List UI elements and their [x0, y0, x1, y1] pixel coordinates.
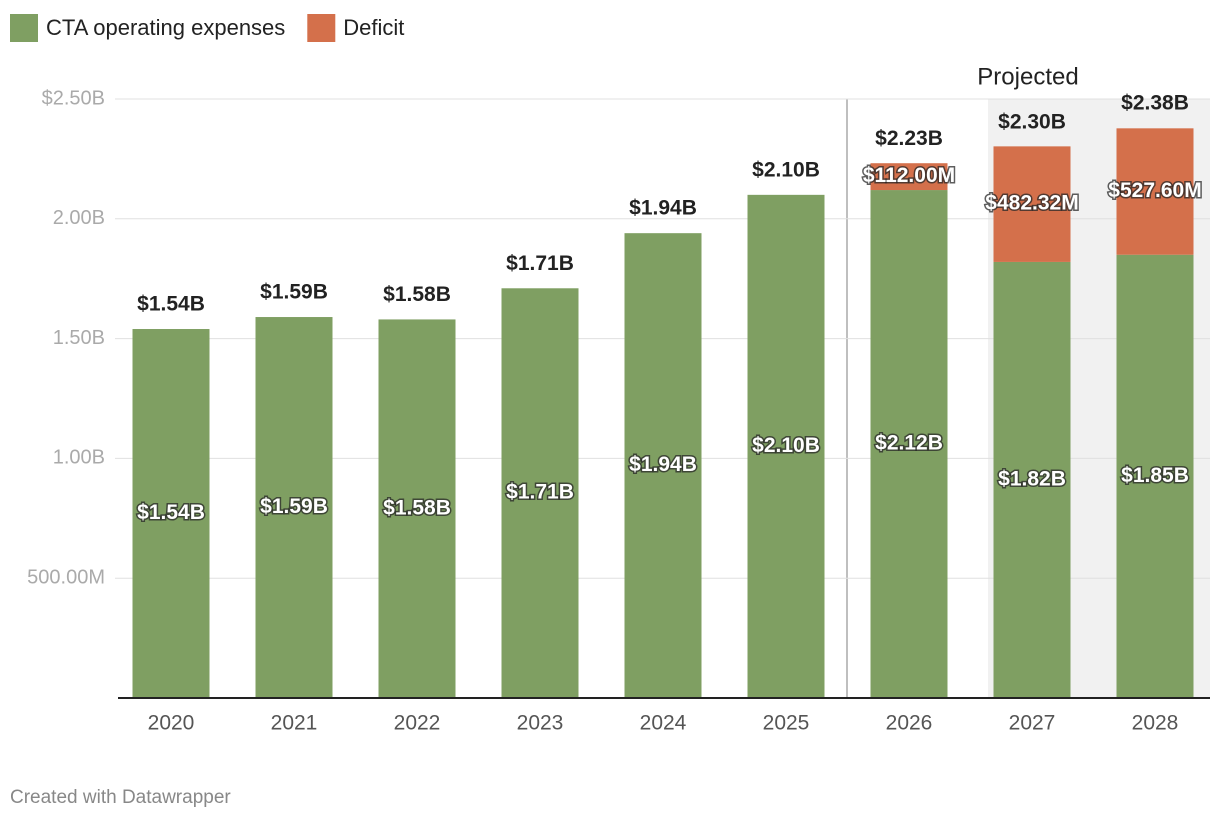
segment-label: $1.94B — [629, 453, 697, 476]
y-tick-label: 1.50B — [53, 327, 105, 349]
annotation: Projected — [977, 63, 1078, 90]
bar-segment — [993, 261, 1071, 698]
x-tick-label: 2021 — [271, 712, 318, 735]
x-tick-label: 2024 — [640, 712, 687, 735]
segment-label: $1.71B — [506, 481, 574, 504]
bar-segment — [132, 329, 210, 698]
total-label: $1.71B — [506, 252, 574, 275]
total-label: $2.23B — [875, 127, 943, 150]
segment-label: $2.10B — [752, 434, 820, 457]
x-tick-label: 2025 — [763, 712, 810, 735]
y-tick-label: $2.50B — [42, 87, 105, 109]
segment-label: $482.32M — [985, 192, 1078, 215]
legend-swatch — [10, 14, 38, 42]
legend-swatch — [307, 14, 336, 42]
bar-segment — [1116, 254, 1194, 699]
bar-segment — [624, 233, 702, 698]
bar-segment — [747, 194, 825, 698]
x-tick-label: 2026 — [886, 712, 933, 735]
x-tick-label: 2028 — [1132, 712, 1179, 735]
bar-segment — [1116, 128, 1194, 255]
segment-label: $1.58B — [383, 496, 451, 519]
segment-label: $2.12B — [875, 432, 943, 455]
total-label: $2.38B — [1121, 91, 1189, 114]
segment-label: $1.85B — [1121, 464, 1189, 487]
total-label: $2.30B — [998, 110, 1066, 133]
legend-label: Deficit — [343, 15, 404, 40]
bar-segment — [378, 319, 456, 698]
x-tick-label: 2022 — [394, 712, 441, 735]
total-label: $1.58B — [383, 283, 451, 306]
total-label: $1.94B — [629, 197, 697, 220]
total-label: $1.59B — [260, 281, 328, 304]
footer: Created with Datawrapper — [10, 787, 231, 808]
bar-segment — [870, 190, 948, 698]
segment-label: $1.82B — [998, 468, 1066, 491]
x-tick-label: 2023 — [517, 712, 564, 735]
segment-label: $1.59B — [260, 495, 328, 518]
bar-segment — [870, 163, 948, 191]
y-tick-label: 500.00M — [27, 566, 105, 588]
bar-segment — [255, 317, 333, 698]
bar-segment — [993, 146, 1071, 262]
segment-label: $527.60M — [1108, 179, 1201, 202]
bar-segment — [501, 288, 579, 698]
total-label: $1.54B — [137, 293, 205, 316]
legend-label: CTA operating expenses — [46, 15, 285, 40]
segment-label: $112.00M — [863, 164, 955, 187]
y-tick-label: 1.00B — [53, 447, 105, 469]
total-label: $2.10B — [752, 158, 820, 181]
x-tick-label: 2020 — [148, 712, 195, 735]
y-tick-label: 2.00B — [53, 207, 105, 229]
segment-label: $1.54B — [137, 501, 205, 524]
x-tick-label: 2027 — [1009, 712, 1056, 735]
